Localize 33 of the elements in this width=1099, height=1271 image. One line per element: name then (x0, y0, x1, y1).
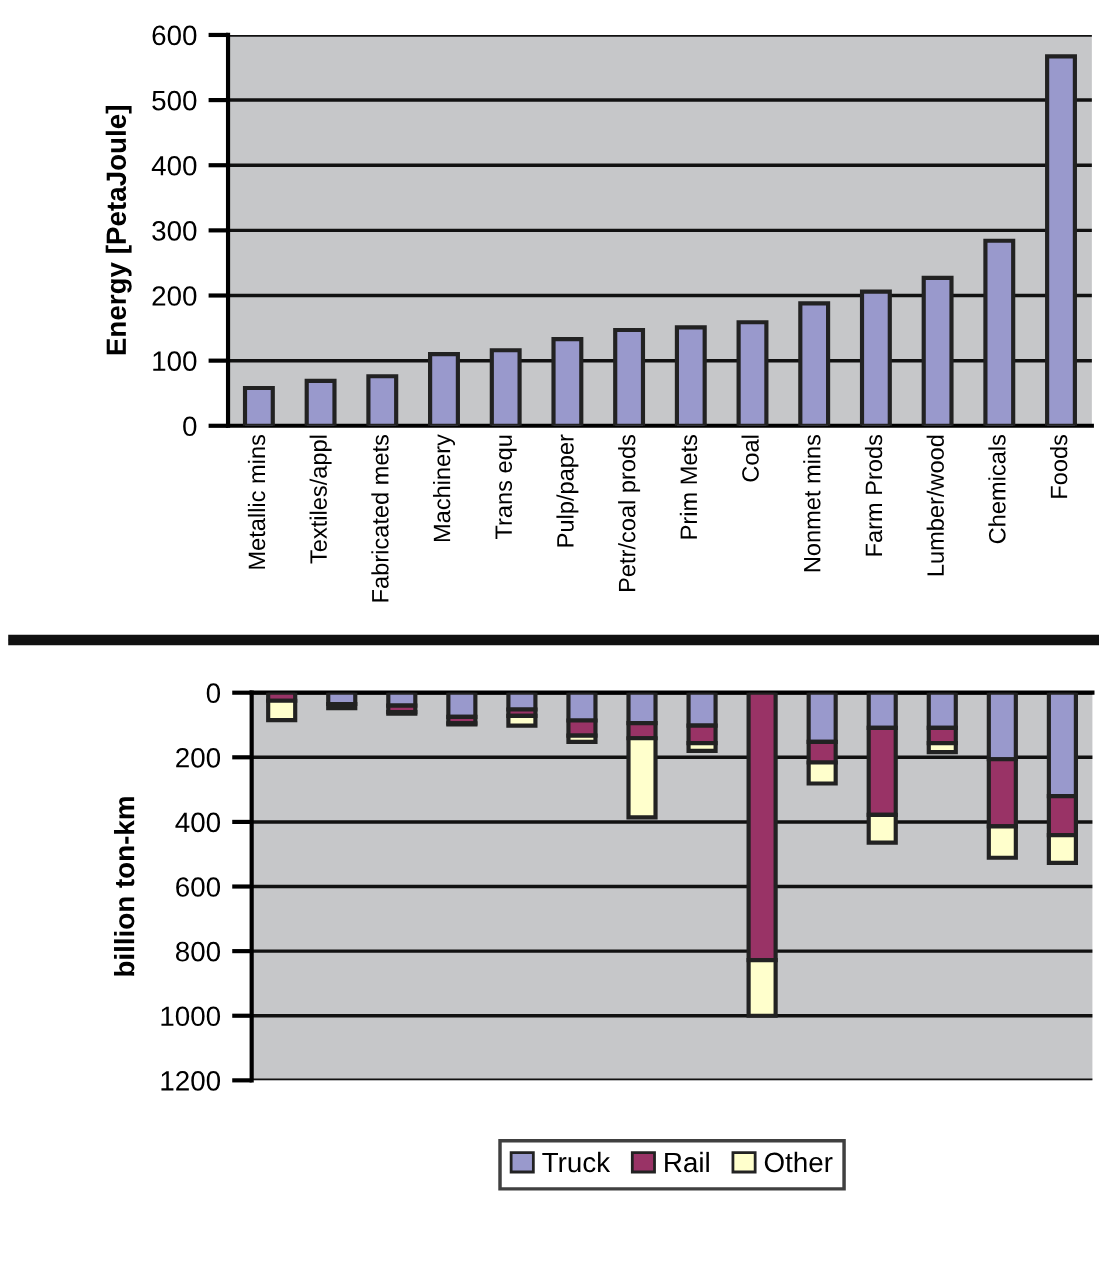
legend-label: Rail (665, 1151, 709, 1173)
x-tick-label: Foods (1050, 434, 1068, 498)
y-tick-label: 0 (183, 416, 197, 437)
y-tick-label: 200 (176, 747, 221, 768)
x-tick-label: Nonmet mins (803, 434, 821, 572)
y-tick-label: 100 (153, 351, 197, 371)
legend-label: Other (764, 1151, 833, 1173)
y-tick-label: 0 (206, 683, 221, 704)
y-tick-label: 800 (175, 941, 221, 962)
x-tick-label: Fabricated mets (371, 434, 389, 602)
x-tick-label: Pulp/paper (556, 434, 579, 547)
x-tick-label: Chemicals (988, 434, 1006, 544)
x-tick-label: Machinery (432, 434, 455, 542)
y-tick-label: 1200 (161, 1071, 221, 1091)
x-tick-label: Coal (741, 435, 759, 482)
x-tick-label: Trans equ (495, 435, 517, 539)
y-tick-label: 600 (176, 877, 221, 897)
x-tick-label: Metallic mins (247, 434, 266, 569)
y-tick-label: 1000 (161, 1006, 221, 1027)
x-tick-label: Farm Prods (864, 434, 883, 556)
x-tick-label: Lumber/wood (926, 435, 944, 576)
y-tick-label: 400 (151, 155, 197, 176)
x-tick-label: Textiles/appl (309, 435, 332, 564)
y-axis-title: billion ton-km (113, 797, 135, 976)
y-tick-label: 600 (152, 25, 197, 46)
y-tick-label: 400 (175, 812, 221, 833)
y-tick-label: 500 (152, 90, 197, 111)
x-tick-label: Prim Mets (679, 434, 698, 539)
y-axis-title: Energy [PetaJoule] (105, 106, 132, 355)
x-tick-label: Petr/coal prods (618, 434, 641, 591)
y-tick-label: 200 (152, 286, 197, 306)
legend-label: Truck (542, 1151, 611, 1173)
y-tick-label: 300 (152, 221, 197, 241)
